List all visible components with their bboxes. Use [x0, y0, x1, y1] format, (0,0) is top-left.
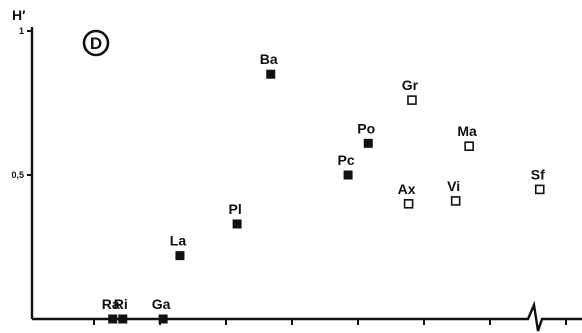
- point-pl: [232, 219, 242, 229]
- point-label-ba: Ba: [260, 51, 278, 67]
- point-la: [175, 251, 185, 261]
- y-tick-label-0: 1: [19, 26, 24, 36]
- x-axis-line: [32, 300, 582, 332]
- point-label-po: Po: [357, 120, 375, 136]
- panel-letter: D: [90, 34, 102, 53]
- point-label-la: La: [170, 233, 187, 249]
- point-label-ri: Ri: [114, 296, 128, 312]
- point-label-ga: Ga: [152, 296, 171, 312]
- y-tick-label-1: 0,5: [11, 170, 24, 180]
- point-ax: [403, 199, 414, 209]
- point-po: [363, 138, 373, 148]
- point-label-pc: Pc: [338, 152, 355, 168]
- point-label-vi: Vi: [447, 178, 460, 194]
- point-sf: [534, 184, 545, 195]
- panel-label: D: [82, 29, 110, 57]
- point-label-sf: Sf: [531, 166, 545, 182]
- point-label-ra: Ra: [102, 296, 120, 312]
- point-label-ma: Ma: [457, 123, 477, 139]
- point-label-gr: Gr: [402, 77, 419, 93]
- point-ri: [118, 314, 128, 324]
- point-pc: [343, 170, 353, 180]
- panel-circle: [82, 29, 110, 57]
- point-ma: [464, 141, 474, 151]
- y-axis-label: H′: [12, 7, 26, 23]
- point-vi: [450, 196, 461, 206]
- axis-ticks: 10,5: [11, 26, 567, 325]
- point-ba: [266, 69, 276, 79]
- point-gr: [407, 95, 417, 105]
- data-points: [108, 69, 545, 324]
- point-label-pl: Pl: [228, 201, 241, 217]
- point-label-ax: Ax: [398, 181, 416, 197]
- axes: [30, 27, 582, 332]
- point-ga: [158, 314, 168, 324]
- point-ra: [108, 314, 118, 324]
